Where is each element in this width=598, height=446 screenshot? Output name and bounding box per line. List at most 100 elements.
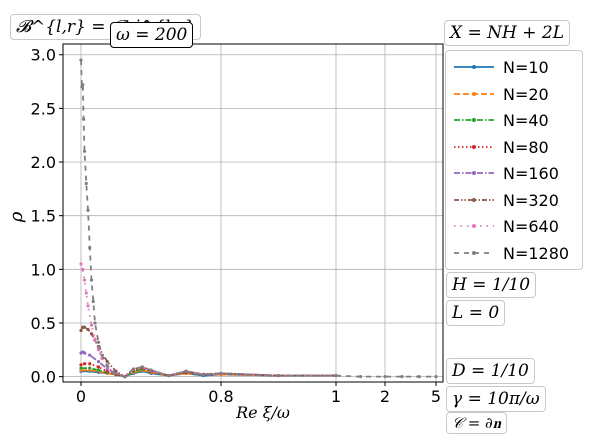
y-tick-label: 1.5 <box>31 207 56 226</box>
x-tick-label: 2 <box>380 387 390 406</box>
y-tick-label: 2.0 <box>31 153 56 172</box>
legend-marker <box>472 224 476 228</box>
data-point <box>383 375 387 379</box>
data-point <box>131 367 136 371</box>
legend-marker <box>472 197 476 202</box>
data-point <box>84 291 88 295</box>
data-point <box>82 362 87 366</box>
legend-swatch <box>454 65 494 69</box>
y-tick-label: 1.0 <box>31 260 56 279</box>
legend-item: N=80 <box>446 135 582 161</box>
data-point <box>79 328 83 333</box>
data-point <box>89 323 94 327</box>
data-point <box>96 365 101 369</box>
d-value-label: D = 1/10 <box>446 358 535 384</box>
legend-label: N=1280 <box>503 243 570 263</box>
data-point <box>93 337 97 341</box>
series-line-N=640 <box>80 263 336 378</box>
data-point <box>93 321 97 325</box>
data-point <box>434 375 438 379</box>
legend-swatch <box>454 91 494 96</box>
legend-item: N=40 <box>446 108 582 134</box>
data-point <box>81 83 85 87</box>
data-point <box>96 368 101 372</box>
legend-marker <box>472 118 476 122</box>
data-point <box>79 58 83 62</box>
data-point <box>81 267 85 271</box>
legend-label: N=640 <box>503 217 559 236</box>
omega-label: ω = 200 <box>110 22 194 48</box>
legend-item: N=1280 <box>446 241 582 267</box>
l-value-label: L = 0 <box>446 300 506 326</box>
legend-swatch <box>454 197 494 202</box>
data-point <box>358 375 363 379</box>
data-point <box>334 373 338 378</box>
legend-item: N=320 <box>446 188 582 214</box>
data-point <box>96 348 101 352</box>
data-point <box>84 181 88 186</box>
x-tick-label: 0.8 <box>208 387 233 406</box>
legend-label: N=40 <box>503 111 549 130</box>
data-point <box>88 366 92 370</box>
data-point <box>82 278 87 282</box>
data-point <box>82 351 87 355</box>
data-point <box>184 369 188 373</box>
x-tick-label: 0 <box>76 387 86 406</box>
data-point <box>400 375 404 379</box>
data-point <box>79 366 83 370</box>
legend-marker <box>472 250 476 255</box>
legend-marker <box>472 171 476 175</box>
legend-label: N=160 <box>503 164 559 183</box>
y-tick-label: 3.0 <box>31 46 56 65</box>
plot-frame <box>62 43 444 383</box>
legend-item: N=160 <box>446 161 582 187</box>
gamma-value-label: γ = 10π/ω <box>446 386 546 412</box>
data-point <box>86 304 90 308</box>
data-point <box>82 117 86 121</box>
data-point <box>96 340 101 344</box>
x-tick-label: 5 <box>431 387 441 406</box>
legend-item: N=640 <box>446 214 582 240</box>
data-point <box>201 372 206 377</box>
data-point <box>79 262 83 266</box>
data-point <box>219 371 223 376</box>
legend-label: N=20 <box>503 84 549 104</box>
legend-swatch <box>454 171 494 175</box>
data-point <box>149 368 153 372</box>
legend-marker <box>472 144 476 149</box>
legend-swatch <box>454 250 494 255</box>
legend: N=10 N=20 N=40 N=80 N=160 N=320 N=640 N=1280 <box>445 50 583 270</box>
data-point <box>88 362 92 366</box>
h-value-label: H = 1/10 <box>446 272 537 298</box>
data-point <box>82 325 87 329</box>
c-value-label: 𝒞 = ∂𝐧 <box>446 412 507 434</box>
data-point <box>89 278 94 282</box>
series-line-N=320 <box>80 326 336 378</box>
x-definition-label: X = NH + 2L <box>444 20 571 46</box>
data-point <box>86 327 90 332</box>
data-point <box>417 375 421 379</box>
x-tick-label: 1 <box>331 387 341 406</box>
legend-swatch <box>454 118 494 122</box>
data-point <box>91 299 95 304</box>
legend-label: N=10 <box>503 58 549 77</box>
y-tick-label: 0.0 <box>31 368 56 387</box>
data-point <box>88 353 92 357</box>
data-point <box>96 360 101 364</box>
data-point <box>82 149 87 153</box>
data-point <box>276 373 281 378</box>
data-point <box>140 365 144 369</box>
y-tick-label: 0.5 <box>31 314 56 333</box>
y-axis-label: ρ <box>6 211 27 223</box>
data-point <box>86 208 90 212</box>
legend-item: N=20 <box>446 82 582 108</box>
data-point <box>100 353 104 357</box>
legend-marker <box>472 65 476 69</box>
data-point <box>89 332 94 336</box>
legend-label: N=80 <box>503 137 549 157</box>
legend-swatch <box>454 144 494 149</box>
data-point <box>105 364 109 368</box>
data-point <box>79 363 83 367</box>
data-point <box>88 246 92 250</box>
